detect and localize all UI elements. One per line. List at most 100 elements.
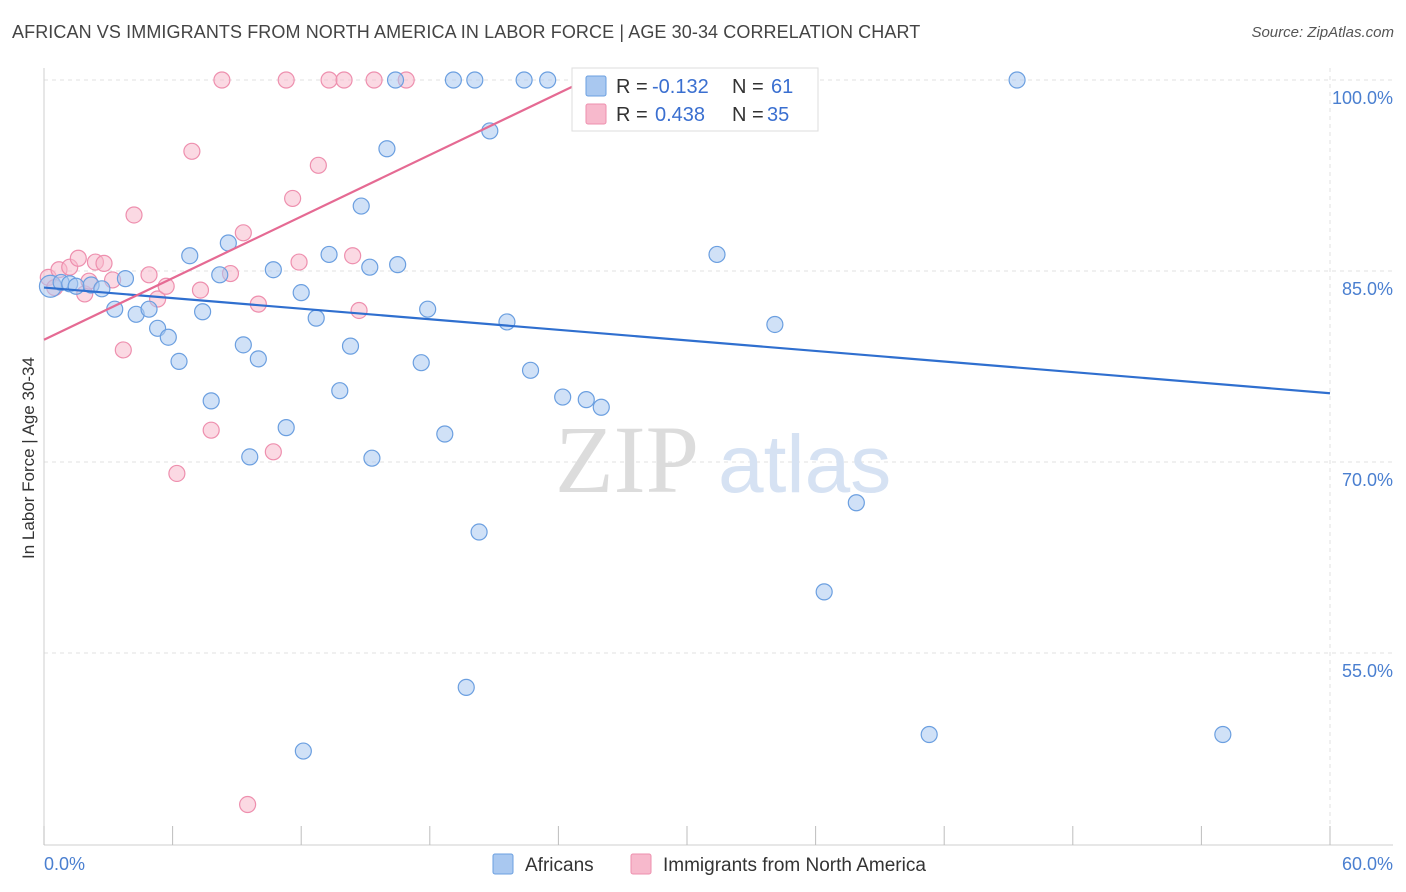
watermark-atlas: atlas bbox=[718, 419, 891, 510]
african-point bbox=[766, 315, 784, 334]
african-point bbox=[93, 280, 111, 298]
african-point bbox=[320, 245, 338, 264]
african-point bbox=[292, 284, 310, 302]
african-point bbox=[389, 256, 407, 274]
immigrant-point bbox=[350, 301, 368, 320]
african-point bbox=[815, 583, 833, 601]
african-point bbox=[211, 266, 229, 284]
african-point bbox=[554, 388, 572, 406]
bottom-legend-swatch-africans bbox=[492, 853, 514, 875]
african-point bbox=[378, 140, 396, 158]
immigrant-point bbox=[168, 464, 186, 483]
legend-r-value-1: -0.132 bbox=[652, 76, 709, 98]
immigrant-point bbox=[284, 189, 302, 208]
african-point bbox=[457, 678, 475, 696]
legend-r-label-1: R = bbox=[616, 76, 648, 98]
series-legend: Africans Immigrants from North America bbox=[492, 853, 926, 876]
chart-source: Source: ZipAtlas.com bbox=[1251, 24, 1394, 41]
african-point bbox=[249, 350, 267, 368]
african-point bbox=[436, 425, 454, 443]
immigrant-point bbox=[335, 71, 353, 89]
african-point bbox=[341, 337, 360, 355]
african-point bbox=[412, 354, 430, 372]
immigrant-point bbox=[69, 249, 87, 267]
african-point bbox=[1214, 725, 1232, 744]
legend-n-value-2: 35 bbox=[767, 104, 789, 126]
legend-r-label-2: R = bbox=[616, 104, 648, 126]
african-point bbox=[444, 71, 462, 89]
african-point bbox=[159, 328, 177, 346]
african-point bbox=[592, 398, 610, 416]
african-point bbox=[116, 270, 135, 288]
african-point bbox=[1008, 71, 1026, 89]
legend-swatch-immigrants bbox=[585, 103, 607, 125]
african-point bbox=[194, 303, 212, 321]
immigrant-point bbox=[140, 266, 158, 284]
immigrant-point bbox=[125, 206, 143, 224]
watermark: ZIP atlas bbox=[555, 406, 891, 513]
immigrant-point bbox=[213, 71, 231, 89]
african-point bbox=[386, 71, 405, 89]
african-point bbox=[466, 71, 484, 89]
chart-title: AFRICAN VS IMMIGRANTS FROM NORTH AMERICA… bbox=[12, 22, 921, 42]
x-tick-max: 60.0% bbox=[1342, 854, 1393, 874]
immigrant-point bbox=[202, 421, 220, 439]
immigrant-point bbox=[114, 341, 132, 359]
y-axis-label: In Labor Force | Age 30-34 bbox=[19, 357, 38, 559]
legend-n-value-1: 61 bbox=[771, 76, 793, 98]
immigrant-point bbox=[309, 156, 327, 174]
immigrant-point bbox=[277, 71, 295, 89]
african-point bbox=[498, 313, 516, 331]
immigrant-point bbox=[290, 253, 308, 271]
african-point bbox=[363, 449, 381, 467]
african-point bbox=[847, 494, 865, 512]
bottom-legend-swatch-immigrants bbox=[630, 853, 652, 875]
immigrant-point bbox=[191, 281, 210, 299]
bottom-legend-immigrants: Immigrants from North America bbox=[663, 855, 926, 876]
african-point bbox=[307, 309, 325, 327]
legend-r-value-2: 0.438 bbox=[655, 104, 705, 126]
immigrant-point bbox=[95, 254, 113, 272]
african-point bbox=[515, 71, 533, 89]
watermark-zip: ZIP bbox=[555, 406, 699, 513]
immigrant-point bbox=[183, 142, 201, 160]
african-point bbox=[352, 197, 370, 215]
y-tick-label-1: 85.0% bbox=[1342, 279, 1393, 299]
african-point bbox=[241, 448, 259, 466]
immigrant-point bbox=[234, 224, 252, 242]
african-point bbox=[67, 277, 85, 295]
african-point bbox=[419, 300, 437, 318]
legend-swatch-africans bbox=[585, 75, 607, 97]
african-point bbox=[294, 742, 312, 760]
african-point bbox=[470, 523, 488, 541]
y-tick-label-2: 70.0% bbox=[1342, 470, 1393, 490]
correlation-legend: R = -0.132 N = 61 R = 0.438 N = 35 bbox=[571, 67, 819, 132]
y-tick-label-3: 55.0% bbox=[1342, 661, 1393, 681]
immigrants-trend-line bbox=[43, 79, 587, 341]
african-point bbox=[234, 336, 252, 354]
x-tick-min: 0.0% bbox=[44, 854, 85, 874]
african-point bbox=[331, 382, 349, 400]
immigrant-point bbox=[365, 71, 383, 89]
african-point bbox=[181, 247, 199, 265]
immigrant-point bbox=[264, 443, 282, 461]
african-point bbox=[577, 391, 595, 409]
legend-n-label-1: N = bbox=[732, 76, 764, 98]
legend-box bbox=[571, 67, 819, 132]
africans-trend-line bbox=[43, 286, 1331, 395]
african-point bbox=[264, 261, 282, 279]
trend-lines bbox=[43, 79, 1331, 395]
immigrant-point bbox=[344, 247, 362, 265]
african-point bbox=[277, 419, 295, 437]
y-tick-labels: 100.0% 85.0% 70.0% 55.0% bbox=[1332, 88, 1393, 681]
bottom-legend-africans: Africans bbox=[525, 855, 594, 876]
african-point bbox=[521, 361, 540, 379]
african-point bbox=[708, 245, 726, 264]
axes bbox=[43, 68, 1393, 846]
legend-n-label-2: N = bbox=[732, 104, 764, 126]
african-point bbox=[140, 300, 158, 318]
y-tick-label-0: 100.0% bbox=[1332, 88, 1393, 108]
african-point bbox=[920, 725, 938, 744]
african-point bbox=[361, 258, 379, 276]
